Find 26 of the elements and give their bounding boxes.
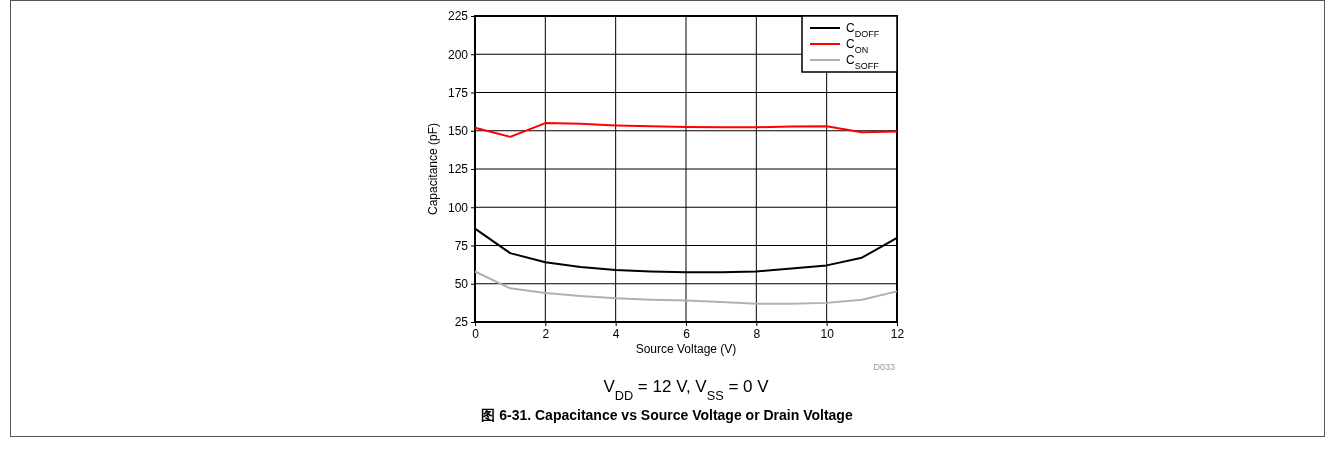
legend-label: C$_{ON}$ [846,37,869,55]
legend-label: C$_{SOFF}$ [846,53,880,71]
x-tick-label: 2 [542,326,550,341]
x-tick-label: 4 [612,326,620,341]
x-tick-label: 0 [472,326,480,341]
text: D033 [873,362,895,372]
legend-label: C$_{DOFF}$ [846,21,880,39]
x-tick-label: 10 [820,326,835,341]
text: V$_{DD}$ = 12 V, V$_{SS}$ = 0 V [603,377,770,403]
y-tick-label: 75 [454,238,469,253]
y-tick-label: 200 [447,47,469,62]
line-series [474,270,898,305]
x-tick-label: 6 [683,326,691,341]
line-series [474,122,898,138]
x-tick-label: 12 [890,326,905,341]
text: 图 6-31. Capacitance vs Source Voltage or Drain Voltage [481,407,853,423]
y-tick-label: 175 [447,85,469,100]
y-tick-label: 50 [454,277,469,292]
y-axis-title: Capacitance (pF) [426,122,440,216]
y-tick-label: 125 [447,162,469,177]
y-tick-label: 150 [447,124,469,139]
y-tick-label: 225 [447,9,469,24]
y-tick-label: 100 [447,200,469,215]
x-tick-label: 8 [753,326,761,341]
x-axis-title: Source Voltage (V) [635,342,737,356]
y-tick-label: 25 [454,315,469,330]
